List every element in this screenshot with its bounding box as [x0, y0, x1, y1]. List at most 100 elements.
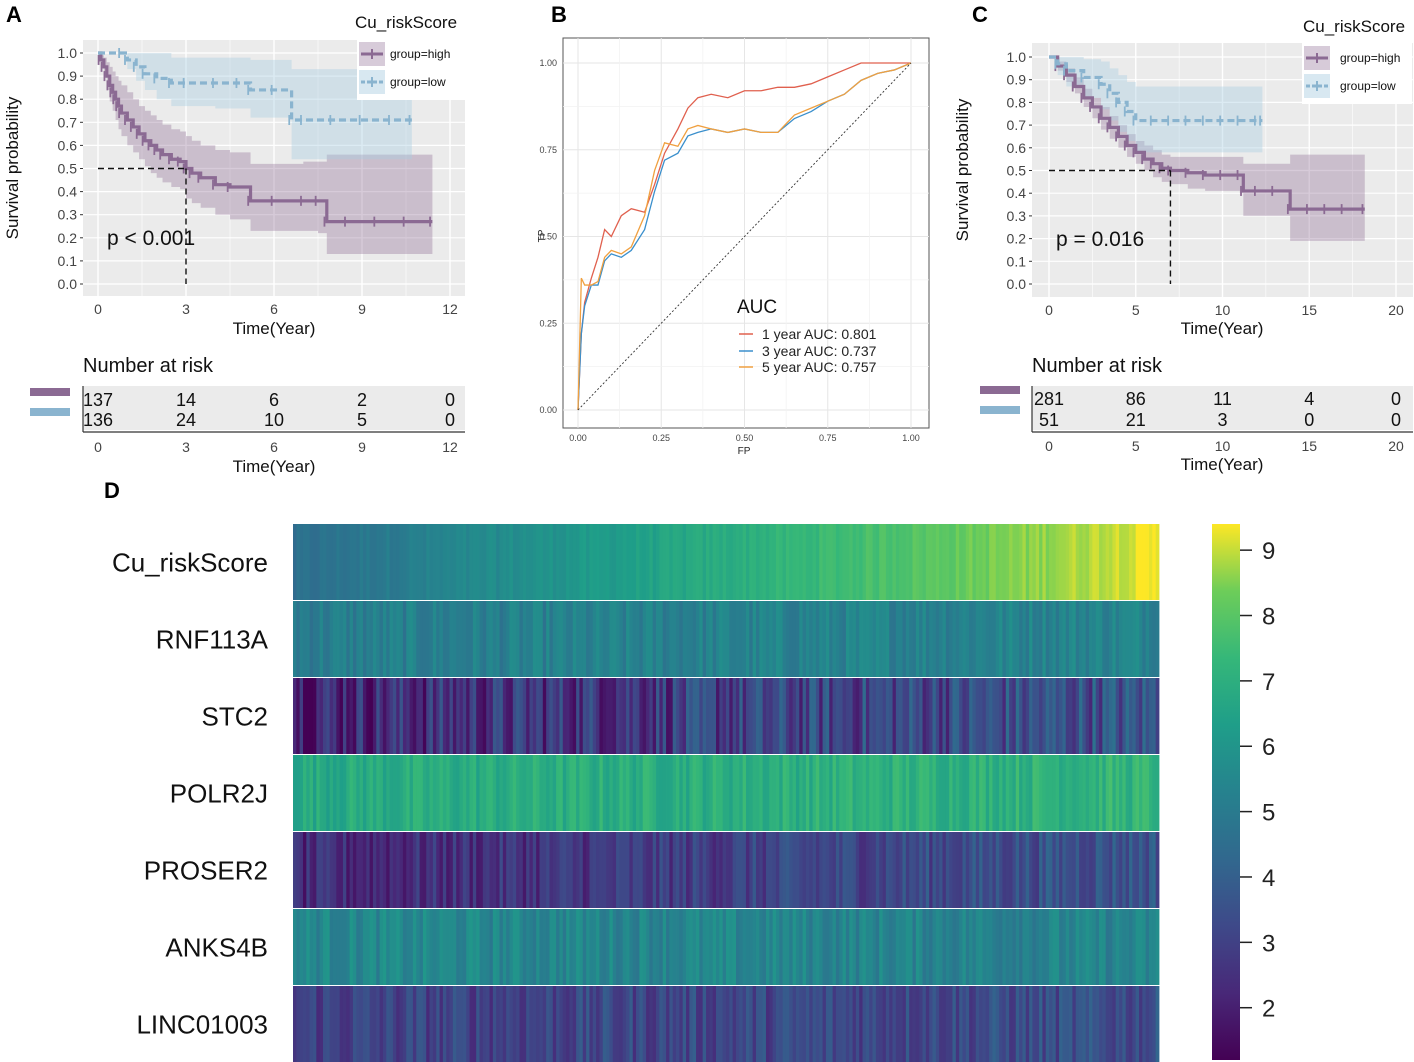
heatmap-cell — [795, 832, 800, 908]
heatmap-cell — [539, 909, 544, 985]
heatmap-cell — [1042, 909, 1047, 985]
heatmap-cell — [1095, 832, 1100, 908]
heatmap-cell — [336, 909, 341, 985]
heatmap-cell — [369, 986, 374, 1062]
heatmap-cell — [1069, 755, 1073, 831]
heatmap-cell — [416, 601, 420, 677]
heatmap-cell — [332, 909, 337, 985]
heatmap-cell — [409, 755, 414, 831]
heatmap-cell — [596, 986, 600, 1062]
heatmap-cell — [699, 986, 704, 1062]
heatmap-cell — [1055, 678, 1060, 754]
heatmap-cell — [606, 601, 610, 677]
heatmap-cell — [729, 832, 734, 908]
heatmap-cell — [812, 601, 817, 677]
heatmap-cell — [785, 755, 790, 831]
heatmap-cell — [732, 909, 737, 985]
heatmap-cell — [975, 755, 980, 831]
heatmap-cell — [965, 909, 970, 985]
heatmap-cell — [789, 832, 794, 908]
heatmap-cell — [842, 986, 847, 1062]
heatmap-cell — [402, 986, 407, 1062]
heatmap-cell — [799, 601, 804, 677]
heatmap-cell — [1062, 601, 1067, 677]
heatmap-cell — [316, 601, 321, 677]
heatmap-cell — [845, 909, 850, 985]
heatmap-cell — [362, 524, 367, 600]
heatmap-cell — [466, 755, 470, 831]
heatmap-cell — [979, 832, 983, 908]
heatmap-cell — [1045, 601, 1050, 677]
heatmap-cell — [419, 524, 424, 600]
heatmap-cell — [372, 986, 377, 1062]
heatmap-cell — [805, 601, 810, 677]
heatmap-cell — [1115, 909, 1120, 985]
heatmap-cell — [1022, 601, 1027, 677]
heatmap-cell — [1039, 755, 1043, 831]
heatmap-cell — [1082, 678, 1087, 754]
heatmap-cell — [882, 601, 887, 677]
heatmap-cell — [712, 986, 717, 1062]
heatmap-cell — [1042, 986, 1047, 1062]
heatmap-cell — [592, 601, 597, 677]
a-y-tick-label: 0.1 — [58, 253, 78, 269]
heatmap-cell — [726, 524, 730, 600]
heatmap-cell — [865, 986, 870, 1062]
heatmap-cell — [669, 755, 674, 831]
heatmap-cell — [616, 755, 620, 831]
heatmap-cell — [1009, 832, 1013, 908]
heatmap-cell — [799, 986, 804, 1062]
panel-c-km-plot: 0.00.10.20.30.40.50.60.70.80.91.0 0 5 10 15… — [953, 17, 1413, 474]
heatmap-cell — [1075, 755, 1080, 831]
heatmap-cell — [696, 986, 700, 1062]
heatmap-cell — [492, 524, 497, 600]
heatmap-cell — [815, 986, 820, 1062]
heatmap-cell — [1022, 909, 1027, 985]
heatmap-cell — [532, 909, 537, 985]
heatmap-cell — [899, 678, 903, 754]
heatmap-cell — [902, 832, 907, 908]
colorbar-tick-label: 6 — [1262, 734, 1275, 761]
heatmap-cell — [1112, 601, 1117, 677]
heatmap-cell — [835, 755, 840, 831]
panel-b-roc-plot: 0.000.250.500.751.00 0.00 0.25 0.50 0.75 1.0… — [537, 37, 930, 457]
heatmap-cell — [359, 601, 364, 677]
heatmap-cell — [875, 678, 880, 754]
a-y-tick-label: 0.9 — [58, 68, 78, 84]
heatmap-cell — [522, 678, 527, 754]
heatmap-cell — [436, 524, 440, 600]
heatmap-cell — [576, 601, 580, 677]
heatmap-cell — [496, 678, 500, 754]
heatmap-cell — [819, 601, 823, 677]
heatmap-cell — [892, 909, 897, 985]
heatmap-cell — [293, 832, 297, 908]
heatmap-cell — [319, 909, 324, 985]
heatmap-cell — [1142, 832, 1147, 908]
heatmap-cell — [965, 678, 970, 754]
heatmap-cell — [1082, 601, 1087, 677]
a-y-tick-label: 0.2 — [58, 230, 78, 246]
heatmap-cell — [386, 601, 390, 677]
heatmap-cell — [1142, 601, 1147, 677]
heatmap-cell — [569, 755, 574, 831]
panel-d-heatmap: Cu_riskScoreRNF113ASTC2POLR2JPROSER2ANKS… — [112, 524, 1275, 1062]
heatmap-cell — [506, 832, 510, 908]
heatmap-cell — [849, 524, 853, 600]
heatmap-cell — [299, 601, 304, 677]
heatmap-cell — [789, 678, 794, 754]
heatmap-cell — [592, 986, 597, 1062]
heatmap-cell — [985, 909, 990, 985]
heatmap-cell — [652, 678, 657, 754]
heatmap-cell — [566, 986, 570, 1062]
heatmap-cell — [509, 909, 514, 985]
heatmap-cell — [396, 755, 400, 831]
b-x-tick-label: 1.00 — [902, 433, 920, 443]
panel-a-confidence-bands — [98, 53, 433, 254]
heatmap-cell — [1129, 601, 1133, 677]
heatmap-cell — [935, 524, 940, 600]
heatmap-cell — [406, 986, 410, 1062]
heatmap-cell — [835, 678, 840, 754]
heatmap-cell — [559, 524, 564, 600]
heatmap-cell — [875, 524, 880, 600]
heatmap-cell — [1132, 601, 1137, 677]
